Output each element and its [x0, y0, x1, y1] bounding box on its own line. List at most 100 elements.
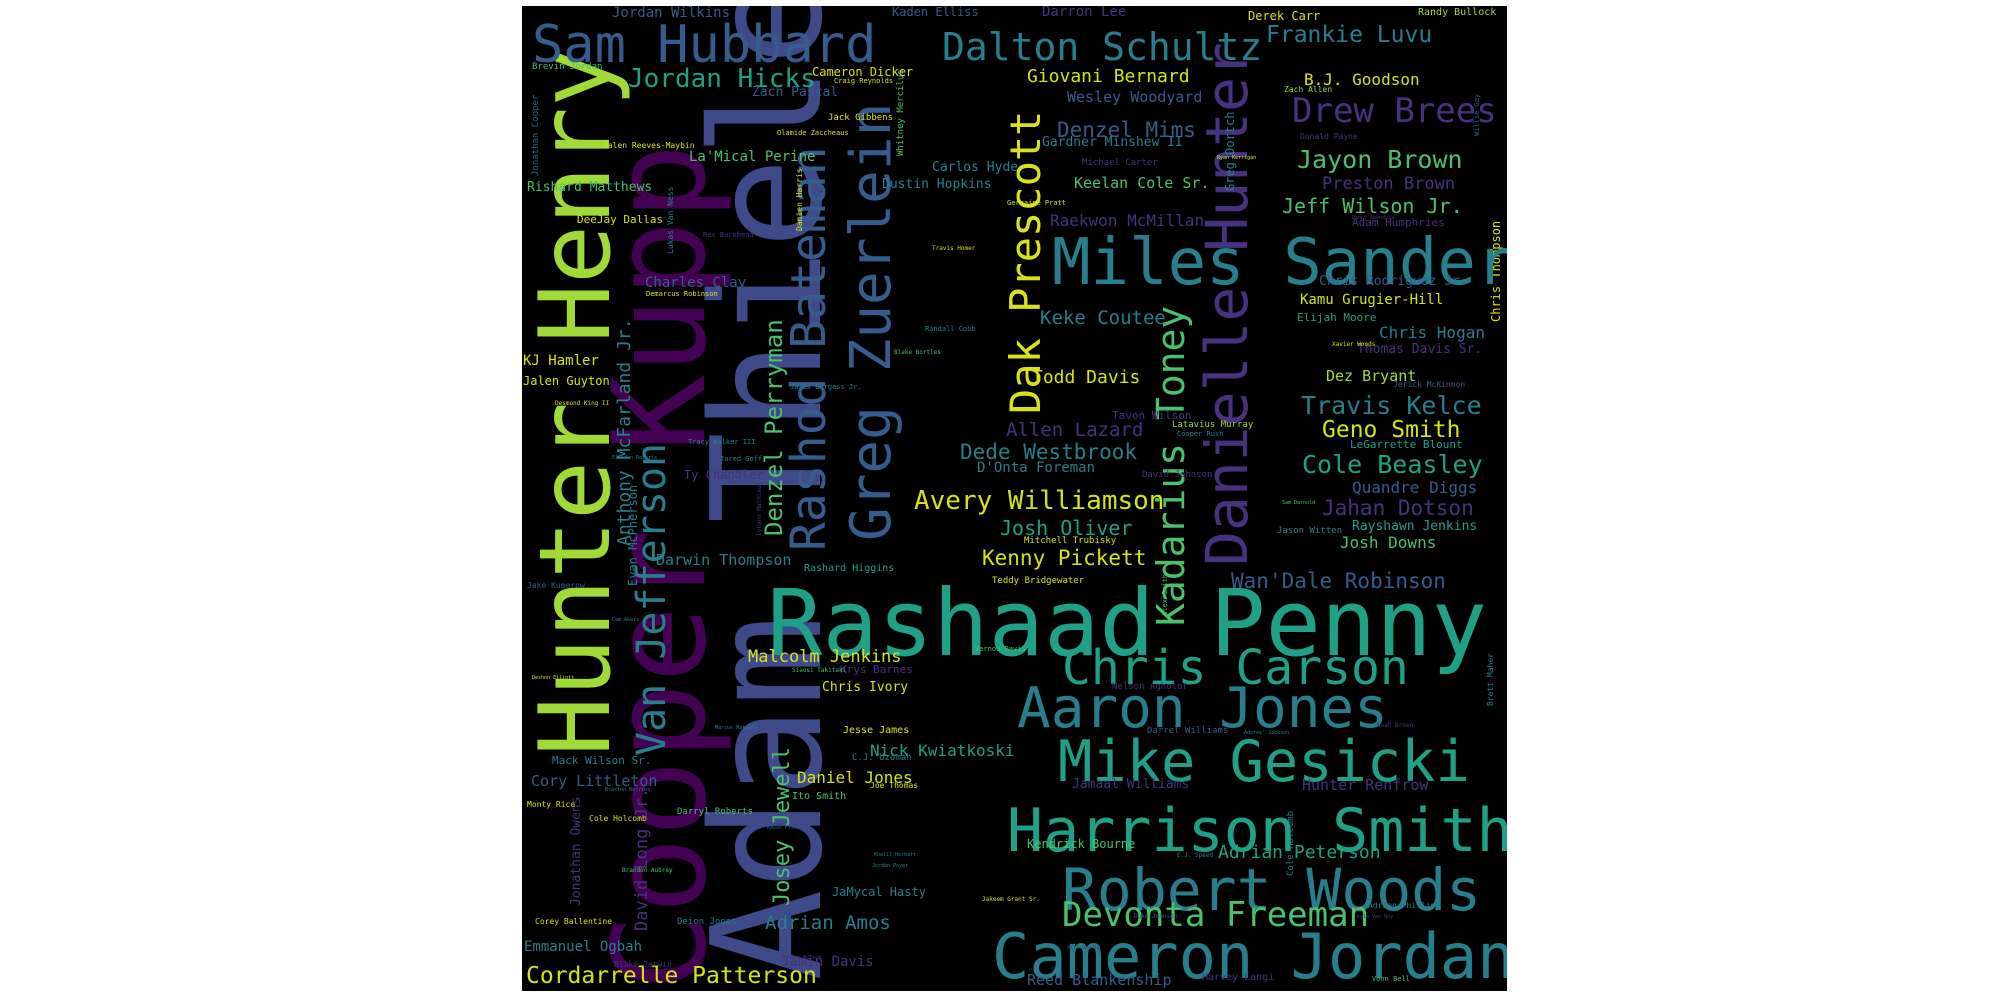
word-cloud-word: Kavon Frazier — [767, 825, 807, 831]
word-cloud-word: Randy Bullock — [1418, 7, 1497, 18]
word-cloud-word: E.J. Speed — [1177, 852, 1214, 859]
word-cloud-word: Dede Westbrook — [960, 440, 1138, 464]
word-cloud-word: Randall Cobb — [925, 325, 976, 333]
word-cloud-word: Jamaal Williams — [1072, 777, 1190, 792]
word-cloud-word: Xavier Woods — [1332, 341, 1376, 348]
word-cloud-word: Monty Rice — [527, 800, 576, 809]
word-cloud-word: Travis Kelce — [1301, 391, 1482, 420]
word-cloud-word: Darrel Williams — [1147, 726, 1229, 736]
word-cloud-word: Todd Davis — [1032, 367, 1141, 388]
word-cloud-word: Noah Brown — [1377, 722, 1414, 729]
word-cloud-word: Greg Zuerlein — [839, 102, 904, 541]
word-cloud-word: Craig Reynolds — [834, 77, 894, 85]
word-cloud-word: Jake Kumerow — [527, 581, 585, 590]
word-cloud-word: Dustin Hopkins — [882, 177, 992, 192]
word-cloud-word: Aaron Jones — [1017, 676, 1388, 741]
word-cloud-word: Rayshawn Jenkins — [1352, 519, 1478, 534]
word-cloud-word: Adrian Peterson — [1218, 842, 1381, 863]
word-cloud-word: Tracy Walker III — [688, 438, 756, 446]
word-cloud-word: Kamu Grugier-Hill — [1300, 292, 1444, 308]
word-cloud-word: Rashard Higgins — [804, 563, 895, 574]
word-cloud-word: Jahan Dotson — [1322, 496, 1474, 520]
word-cloud-word: Mitchell Trubisky — [1024, 536, 1117, 546]
word-cloud-word: Charles Clay — [645, 275, 747, 291]
word-cloud-word: Cole Beasley — [1302, 450, 1483, 479]
word-cloud-word: Miles Sanders — [1052, 226, 1507, 300]
word-cloud-word: Hunter Renfrow — [1302, 776, 1429, 794]
word-cloud-word: Blake Bortles — [894, 349, 941, 356]
word-cloud-word: B.J. Goodson — [1304, 70, 1420, 89]
word-cloud-word: Marcus Mariota — [715, 725, 758, 731]
word-cloud-word: Cooper Rush — [1177, 430, 1224, 438]
word-cloud-word: Daniel Jones — [797, 768, 913, 787]
word-cloud-word: Jordan Hicks — [628, 64, 816, 94]
word-cloud-word: Latavius Murray — [1172, 420, 1254, 430]
word-cloud-word: D'Onta Foreman — [977, 460, 1096, 476]
word-cloud-word: Kendrick Bourne — [1027, 837, 1136, 851]
word-cloud-word: Nelson Agholor — [1112, 682, 1188, 692]
word-cloud-word: Jack Gibbens — [828, 113, 894, 123]
word-cloud-word: Devonta Freeman — [1062, 895, 1370, 935]
word-cloud-word: Cordarrelle Patterson — [526, 963, 817, 989]
word-cloud-word: Khalil Herbert — [874, 852, 917, 858]
word-cloud-word: Thomas Davis Sr. — [1357, 342, 1483, 357]
word-cloud-word: Allen Lazard — [1006, 419, 1144, 441]
word-cloud-word: Adrian Phillips — [1368, 901, 1441, 910]
word-cloud-word: Donald Payne — [1300, 132, 1358, 141]
word-cloud-word: Harrison Smith — [1007, 796, 1507, 866]
word-cloud-word: Gardner Minshew II — [1042, 135, 1183, 150]
word-cloud-word: Travis Homer — [932, 245, 976, 252]
word-cloud-word: Cameron Dicker — [812, 65, 914, 79]
word-cloud-word: Rishard Matthews — [527, 180, 653, 195]
word-cloud-word: Quandre Diggs — [1352, 478, 1478, 497]
word-cloud-word: Jordan Poyer — [872, 863, 909, 869]
word-cloud-word: Chris Carson — [1062, 640, 1409, 696]
word-cloud-word: Whitney Mercilus — [896, 69, 906, 156]
word-cloud-word: Denzel Mims — [1057, 118, 1197, 142]
word-cloud-word: Kyle Van Noy — [1357, 914, 1394, 920]
word-cloud-word: Denzel Perryman — [760, 319, 788, 536]
word-cloud-word: Zach Allen — [1284, 85, 1333, 94]
word-cloud-word: Jesse James — [843, 725, 910, 736]
word-cloud-word: Brevin Jordan — [532, 62, 603, 72]
word-cloud-word: Cam Akers — [612, 617, 640, 623]
word-cloud-word: Darryl Roberts — [677, 807, 753, 817]
word-cloud-word: Will Dissly — [1067, 945, 1101, 951]
word-cloud-word: Jamin Davis — [781, 954, 874, 970]
word-cloud-word: Olamide Zaccheaus — [777, 129, 849, 137]
word-cloud-word: Nick Kwiatkoski — [870, 741, 1015, 760]
word-cloud-word: Michael Carter — [1082, 158, 1158, 168]
word-cloud-word: Frankie Luvu — [1266, 22, 1433, 48]
word-cloud-word: Rex Burkhead — [703, 231, 754, 239]
word-cloud-word: Emmanuel Ogbah — [524, 939, 643, 955]
word-cloud-word: Keke Coutee — [1040, 307, 1166, 329]
word-cloud-word: Ty Chandler — [684, 468, 764, 482]
word-cloud-word: Germaine Pratt — [1007, 199, 1067, 207]
word-cloud-word: James Burgess Jr. — [790, 383, 862, 391]
word-cloud-word: Braxton Berrios — [605, 787, 651, 793]
word-cloud-word: Jerick McKinnon — [1393, 380, 1466, 389]
word-cloud-word: Robert Woods — [1062, 856, 1482, 924]
word-cloud-word: Rashod Bateman — [781, 146, 837, 551]
word-cloud-word: Kenny Pickett — [982, 546, 1147, 570]
word-cloud-word: Mack Wilson Sr. — [552, 754, 652, 767]
word-cloud-word: Preston Brown — [1322, 174, 1456, 194]
word-cloud-word: Darron Lee — [1042, 6, 1127, 20]
word-cloud-word: Tavon Wilson — [1112, 409, 1192, 422]
word-cloud-word: Drew Brees — [1292, 91, 1497, 131]
word-cloud-word: Adam Humphries — [1352, 216, 1445, 229]
word-cloud-word: Kaden Elliss — [892, 6, 979, 19]
word-cloud-word: DeeJay Dallas — [577, 213, 664, 226]
word-cloud-word: C.J. Uzomah — [852, 753, 912, 763]
word-cloud-word: Jason Witten — [1277, 526, 1343, 536]
word-cloud-word: JaMycal Hasty — [832, 885, 926, 899]
word-cloud-word: Malcolm Jenkins — [748, 647, 902, 667]
word-cloud-word: Cole Holcomb — [589, 814, 647, 823]
word-cloud-word: Greg Dortch — [1223, 111, 1237, 191]
word-cloud-word: Brett Maher — [1486, 653, 1495, 706]
word-cloud-word: Teddy Bridgewater — [992, 576, 1085, 586]
word-cloud-word: Giovani Bernard — [1027, 66, 1190, 87]
word-cloud-word: David Johnson — [1142, 470, 1213, 480]
word-cloud-word: Blake Jarwin — [614, 960, 672, 969]
word-cloud-word: Jared Goff — [720, 455, 763, 463]
